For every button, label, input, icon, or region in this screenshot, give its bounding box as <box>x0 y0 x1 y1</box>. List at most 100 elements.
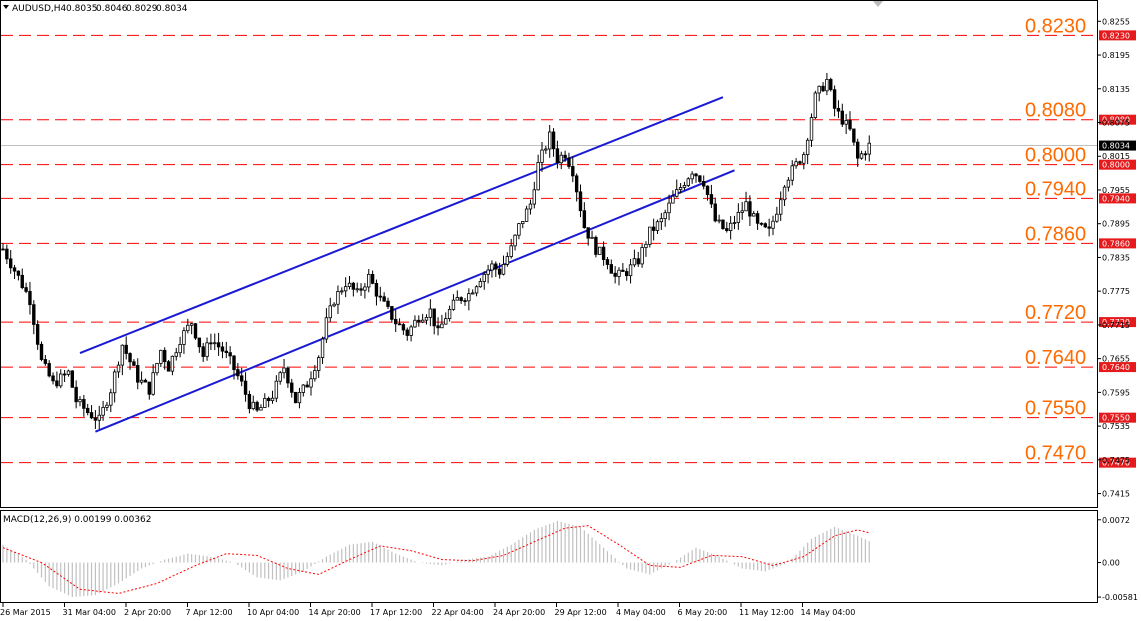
candle-body <box>632 258 637 266</box>
candle-body <box>28 291 32 306</box>
candle-body <box>436 325 440 329</box>
candle-body <box>775 213 779 222</box>
level-price-tag <box>1099 114 1136 125</box>
dropdown-triangle-icon[interactable] <box>3 5 9 9</box>
candle-body <box>263 398 267 408</box>
candle-body <box>478 281 483 288</box>
macd-indicator <box>2 520 870 598</box>
header-close: 0.8034 <box>156 4 188 14</box>
candle-body <box>162 349 167 363</box>
candle-body <box>39 343 44 360</box>
header-open: 0.8035 <box>66 4 98 14</box>
candle-body <box>397 323 402 326</box>
candle-body <box>744 201 748 212</box>
candle-body <box>513 234 517 247</box>
candle-body <box>671 195 675 204</box>
candle-body <box>455 297 459 301</box>
candle-body <box>509 245 513 257</box>
candle-body <box>536 162 540 191</box>
candle-body <box>798 161 802 164</box>
candle-body <box>93 417 98 421</box>
candle-body <box>170 355 175 372</box>
candle-body <box>239 375 244 382</box>
time-tick-label: 26 Mar 2015 <box>0 608 51 617</box>
level-label: 0.8000 <box>1025 145 1086 167</box>
candle-body <box>748 201 752 217</box>
candle-body <box>124 344 128 354</box>
candle-body <box>128 353 132 363</box>
level-price-tag-label: 0.8230 <box>1102 31 1130 40</box>
candle-body <box>548 131 552 150</box>
candle-body <box>286 367 290 384</box>
candle-body <box>78 399 82 403</box>
candle-body <box>1 248 5 251</box>
candle-body <box>332 303 336 307</box>
level-price-tag-label: 0.7470 <box>1102 459 1130 468</box>
trend-channel <box>79 96 735 433</box>
candle-body <box>382 296 386 302</box>
price-tick-label: 0.7895 <box>1102 220 1130 229</box>
candle-body <box>486 269 490 275</box>
candle-body <box>578 191 583 212</box>
candle-body <box>282 367 286 374</box>
level-price-tag <box>1099 193 1136 204</box>
candle-body <box>771 220 775 229</box>
candle-body <box>736 212 741 223</box>
price-tick-label: 0.7655 <box>1102 355 1130 364</box>
candle-body <box>763 223 767 228</box>
candle-body <box>116 364 121 373</box>
candle-body <box>189 323 194 326</box>
candle-body <box>482 273 486 282</box>
level-price-tag-label: 0.8000 <box>1102 161 1130 170</box>
candle-body <box>209 342 213 345</box>
candle-body <box>409 326 413 336</box>
candle-body <box>667 202 671 214</box>
candle-body <box>444 318 448 325</box>
candle-body <box>417 319 421 323</box>
level-price-tag-label: 0.7640 <box>1102 363 1130 372</box>
candle-body <box>524 208 529 222</box>
candle-body <box>713 203 717 222</box>
candle-body <box>82 399 86 409</box>
candle-body <box>544 148 548 151</box>
macd-signal-line <box>2 525 870 595</box>
candle-body <box>205 342 209 357</box>
channel-lower-line[interactable] <box>95 169 735 433</box>
price-tick-label: 0.7535 <box>1102 422 1130 431</box>
candle-body <box>559 154 563 164</box>
candle-body <box>717 219 721 222</box>
channel-upper-line[interactable] <box>79 96 724 354</box>
candle-body <box>698 175 702 182</box>
current-price-tag <box>1099 140 1136 151</box>
candle-body <box>343 286 348 292</box>
candle-body <box>24 287 28 292</box>
candle-body <box>220 346 225 352</box>
candle-body <box>809 117 814 141</box>
candle-body <box>247 394 252 410</box>
candle-body <box>16 270 21 276</box>
candle-body <box>290 382 294 393</box>
candle-body <box>70 370 74 388</box>
candle-body <box>351 282 356 290</box>
candle-body <box>517 223 521 236</box>
shift-marker-icon[interactable] <box>873 1 883 7</box>
candle-body <box>856 141 860 159</box>
candle-body <box>825 79 829 92</box>
level-price-tag-label: 0.7550 <box>1102 414 1130 423</box>
candle-body <box>255 401 259 411</box>
candle-body <box>682 185 687 188</box>
candle-body <box>228 352 232 357</box>
candle-body <box>59 373 63 387</box>
level-label: 0.7550 <box>1025 398 1086 420</box>
candle-body <box>497 268 502 275</box>
price-tick-label: 0.8195 <box>1102 51 1130 60</box>
chart-header: AUDUSD,H4 0.8035 0.8046 0.8029 0.8034 <box>3 1 883 14</box>
candle-body <box>35 324 40 345</box>
candle-body <box>440 323 444 329</box>
candle-body <box>8 258 13 269</box>
candle-body <box>821 85 825 92</box>
candle-body <box>66 370 71 375</box>
candle-body <box>628 264 633 277</box>
candle-body <box>521 221 525 225</box>
candle-body <box>702 181 706 187</box>
